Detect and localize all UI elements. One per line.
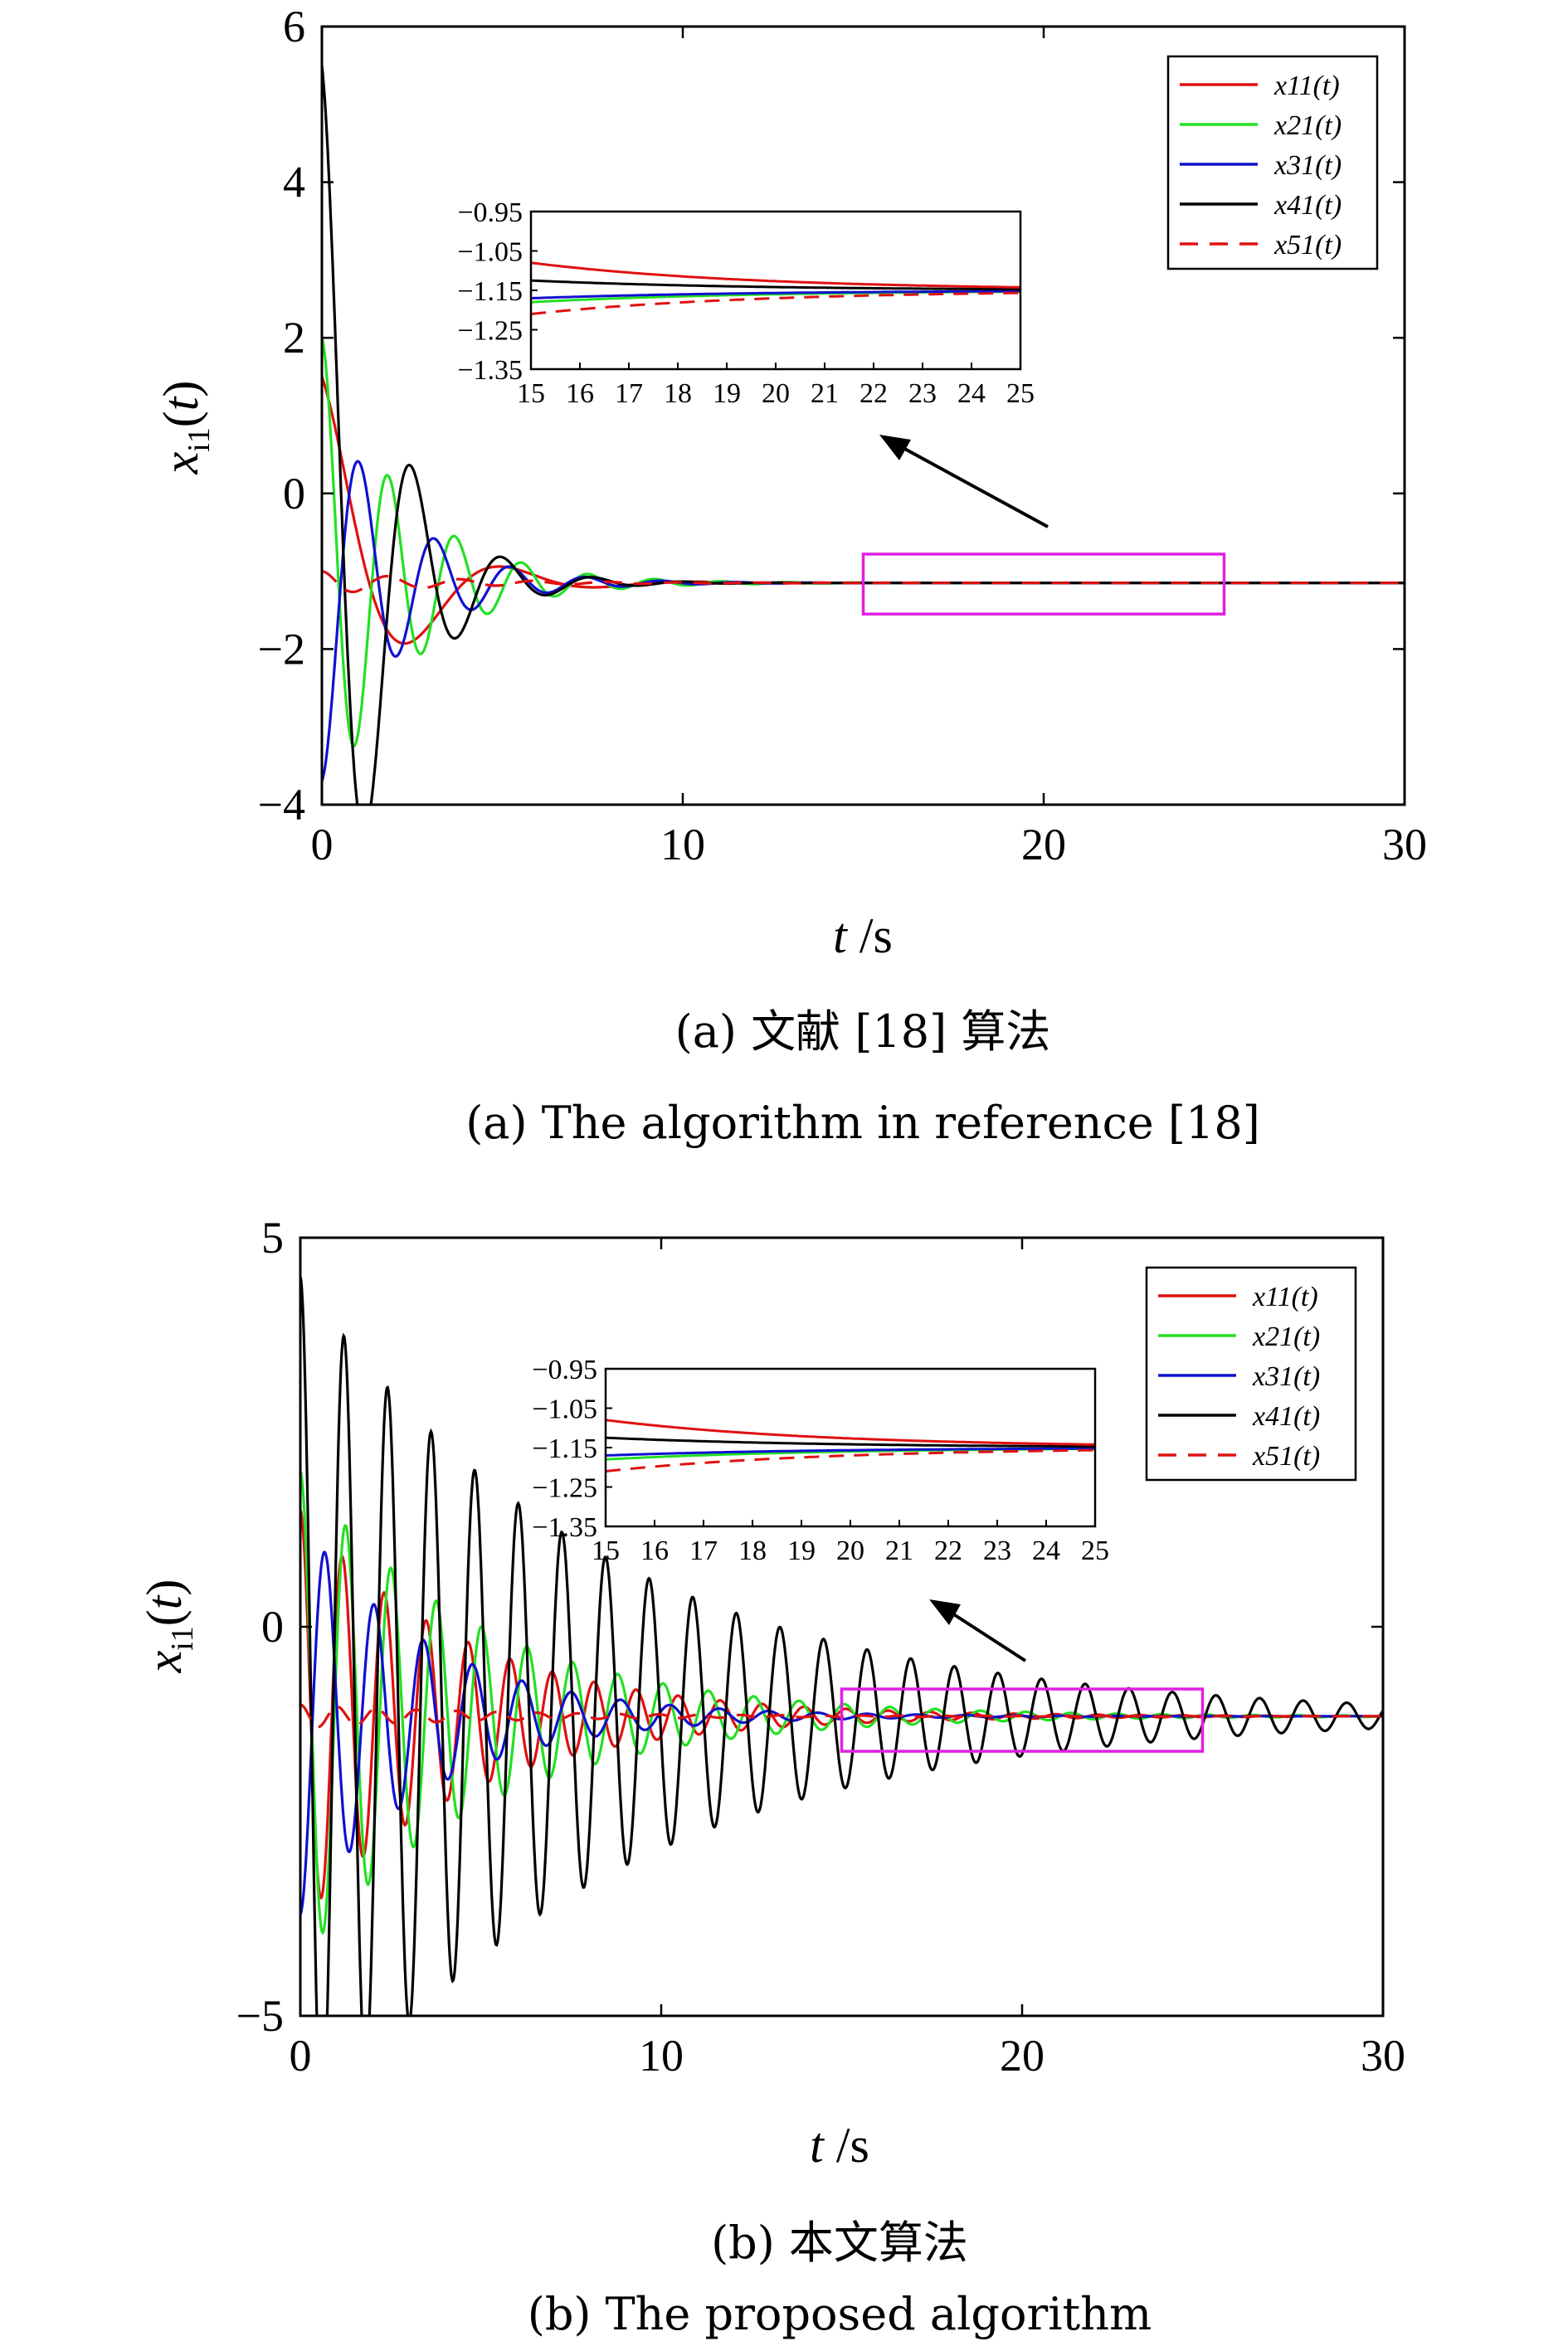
panel-a-ytick-label-3: 2 [283, 313, 305, 363]
panel-b-legend: x11(t) x21(t) x31(t) x41(t) x51(t) [1145, 1266, 1357, 1482]
panel-b-inset-xtick-label-4: 19 [787, 1536, 816, 1566]
panel-b-inset-line-1 [606, 1419, 1095, 1446]
panel-a-inset-xtick-label-10: 25 [1006, 378, 1035, 409]
panel-b-legend-label-2: x21(t) [1252, 1321, 1320, 1352]
panel-a-ytick-label-4: 4 [283, 158, 305, 207]
panel-a-ytick-label-2: 0 [283, 469, 305, 518]
panel-b-inset-ytick-label-4: −1.35 [532, 1512, 597, 1543]
panel-b-ytick-label-0: −5 [236, 1991, 284, 2041]
panel-b-inset-xtick-label-2: 17 [689, 1536, 718, 1566]
panel-a-inset-ytick-label-4: −1.35 [457, 355, 523, 386]
panel-b-xtick-label-3: 30 [1361, 2031, 1405, 2081]
panel-b-zoom-region-box [840, 1687, 1205, 1753]
panel-b-inset-line-5 [606, 1448, 1095, 1472]
panel-b-inset-xtick-label-3: 18 [738, 1536, 767, 1566]
panel-a-inset-ytick-label-0: −0.95 [457, 197, 523, 228]
panel-b-caption-cn: (b) 本文算法 [711, 2217, 968, 2269]
panel-b-inset: 15 16 17 18 19 20 21 22 23 24 25 −0.95 −1.05 −1.15 −1.… [532, 1355, 1109, 1566]
panel-a-legend-label-1: x11(t) [1273, 71, 1340, 101]
panel-a-series-line-5 [322, 570, 1405, 594]
panel-b-ytick-label-1: 0 [261, 1602, 284, 1652]
panel-b-inset-ytick-label-1: −1.05 [532, 1394, 597, 1425]
panel-b-legend-label-3: x31(t) [1252, 1361, 1320, 1392]
panel-a-inset-xtick-label-3: 18 [664, 378, 692, 409]
panel-a-inset-line-4 [531, 279, 1020, 291]
panel-a-inset-line-1 [531, 261, 1020, 289]
panel-b-caption-en: (b) The proposed algorithm [528, 2288, 1152, 2340]
panel-a-ytick-label-0: −4 [258, 780, 305, 830]
panel-a-ytick-label-1: −2 [258, 624, 305, 674]
panel-b-legend-label-5: x51(t) [1252, 1441, 1320, 1472]
panel-b-inset-xtick-label-9: 24 [1032, 1536, 1060, 1566]
panel-a-plot-frame [320, 25, 1406, 806]
panel-a-legend-label-5: x51(t) [1273, 230, 1342, 260]
panel-a-inset-line-3 [531, 290, 1020, 299]
panel-b-ylabel: xi1(t) [137, 1579, 200, 1674]
panel-b-xlabel: t /s [810, 2118, 869, 2173]
panel-b-inset-xtick-label-5: 20 [836, 1536, 864, 1566]
panel-b-zoom-arrow [951, 1612, 1027, 1662]
panel-a-inset: 15 16 17 18 19 20 21 22 23 24 25 −0.95 −1.05 −1.15 −1.… [457, 197, 1035, 409]
panel-a-xtick-label-0: 0 [311, 820, 334, 869]
panel-a-ylabel: xi1(t) [153, 381, 217, 475]
panel-b-zoom-arrow-head [929, 1599, 961, 1625]
panel-a-inset-ytick-label-1: −1.05 [457, 237, 523, 268]
panel-a-inset-xtick-label-8: 23 [908, 378, 937, 409]
panel-a-series-line-3 [322, 460, 1405, 782]
panel-b-xtick-label-0: 0 [290, 2031, 312, 2081]
panel-b-legend-box [1145, 1266, 1357, 1482]
panel-b-inset-ytick-label-3: −1.25 [532, 1473, 597, 1504]
panel-b-inset-ytick-label-0: −0.95 [532, 1355, 597, 1385]
panel-a-caption-en: (a) The algorithm in reference [18] [465, 1097, 1260, 1149]
panel-a-inset-xtick-label-7: 22 [859, 378, 888, 409]
panel-a-inset-xtick-label-4: 19 [713, 378, 741, 409]
panel-b-inset-xtick-label-6: 21 [885, 1536, 913, 1566]
panel-b-inset-xtick-label-8: 23 [983, 1536, 1011, 1566]
panel-b: 0 10 20 30−505 15 16 17 18 19 20 21 22 23 24 25−0.95−… [137, 1213, 1405, 2340]
panel-b-legend-label-1: x11(t) [1252, 1282, 1318, 1312]
panel-a-inset-xtick-label-2: 17 [615, 378, 643, 409]
panel-a-zoom-arrow [899, 445, 1049, 528]
panel-a-zoom-arrow-head [879, 435, 911, 460]
panel-a-legend-box [1166, 55, 1379, 270]
panel-a-zoom-region-box [861, 552, 1226, 616]
panel-b-legend-label-4: x41(t) [1252, 1401, 1320, 1432]
panel-b-ytick-label-2: 5 [261, 1213, 284, 1263]
panel-b-inset-ytick-label-2: −1.15 [532, 1433, 597, 1464]
panel-a-legend-label-3: x31(t) [1273, 150, 1342, 181]
panel-a-inset-ytick-label-3: −1.25 [457, 316, 523, 347]
panel-a-inset-xtick-label-1: 16 [566, 378, 594, 409]
panel-a-inset-line-5 [531, 291, 1020, 315]
panel-b-xtick-label-1: 10 [639, 2031, 684, 2081]
panel-a-inset-xtick-label-9: 24 [957, 378, 986, 409]
panel-a-inset-xtick-label-6: 21 [811, 378, 839, 409]
panel-a-xlabel: t /s [833, 908, 893, 963]
panel-a-xtick-label-3: 30 [1382, 820, 1427, 869]
panel-a-legend-label-2: x21(t) [1273, 110, 1342, 141]
panel-b-inset-xtick-label-0: 15 [592, 1536, 620, 1566]
panel-b-inset-line-4 [606, 1436, 1095, 1448]
panel-a-legend: x11(t) x21(t) x31(t) x41(t) x51(t) [1166, 55, 1379, 270]
panel-b-inset-xtick-label-10: 25 [1081, 1536, 1109, 1566]
panel-a-inset-xtick-label-0: 15 [517, 378, 545, 409]
panel-b-inset-xtick-label-7: 22 [934, 1536, 962, 1566]
panel-a-xtick-label-1: 10 [660, 820, 705, 869]
panel-a-inset-xtick-label-5: 20 [762, 378, 790, 409]
panel-b-inset-xtick-label-1: 16 [640, 1536, 669, 1566]
panel-b-inset-line-3 [606, 1447, 1095, 1457]
panel-a-caption-cn: (a) 文献 [18] 算法 [675, 1005, 1051, 1058]
panel-a-xtick-label-2: 20 [1021, 820, 1066, 869]
panel-b-xtick-label-2: 20 [1000, 2031, 1045, 2081]
panel-b-ticks: 0 10 20 30−505 [236, 1213, 1405, 2081]
panel-a-legend-label-4: x41(t) [1273, 190, 1342, 221]
panel-a-inset-ytick-label-2: −1.15 [457, 276, 523, 307]
panel-a-ytick-label-5: 6 [283, 2, 305, 51]
